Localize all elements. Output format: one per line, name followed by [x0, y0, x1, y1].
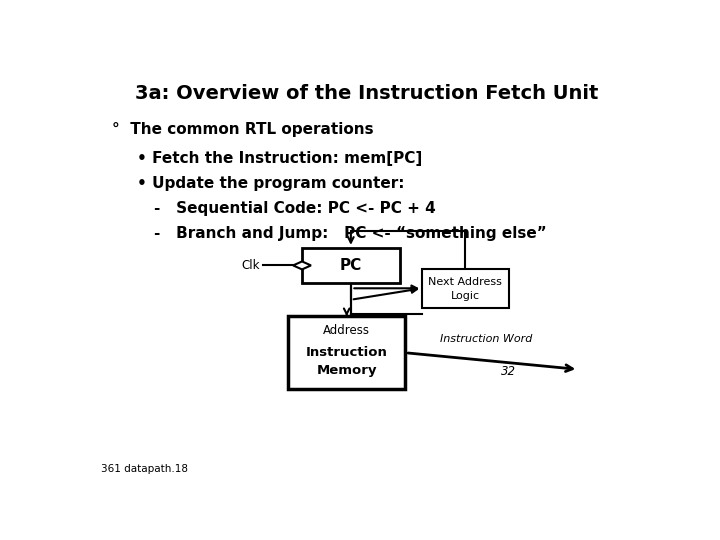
Text: Memory: Memory	[316, 364, 377, 377]
Text: Clk: Clk	[242, 259, 260, 272]
Text: -   Branch and Jump:   PC <- “something else”: - Branch and Jump: PC <- “something else…	[154, 226, 547, 241]
Text: Instruction Word: Instruction Word	[440, 334, 532, 345]
Text: Instruction: Instruction	[306, 346, 387, 359]
Text: PC: PC	[340, 258, 362, 273]
Text: -   Sequential Code: PC <- PC + 4: - Sequential Code: PC <- PC + 4	[154, 201, 436, 216]
Text: Next Address: Next Address	[428, 278, 502, 287]
Text: • Fetch the Instruction: mem[PC]: • Fetch the Instruction: mem[PC]	[138, 151, 423, 166]
Text: 32: 32	[501, 365, 516, 378]
Bar	[422, 268, 508, 308]
Text: Logic: Logic	[451, 291, 480, 301]
Bar	[302, 248, 400, 283]
Text: • Update the program counter:: • Update the program counter:	[138, 176, 405, 191]
Text: °  The common RTL operations: ° The common RTL operations	[112, 122, 374, 137]
Polygon shape	[293, 261, 311, 269]
Bar	[288, 316, 405, 389]
Text: Address: Address	[323, 325, 370, 338]
Text: 3a: Overview of the Instruction Fetch Unit: 3a: Overview of the Instruction Fetch Un…	[135, 84, 598, 103]
Text: 361 datapath.18: 361 datapath.18	[101, 464, 188, 474]
